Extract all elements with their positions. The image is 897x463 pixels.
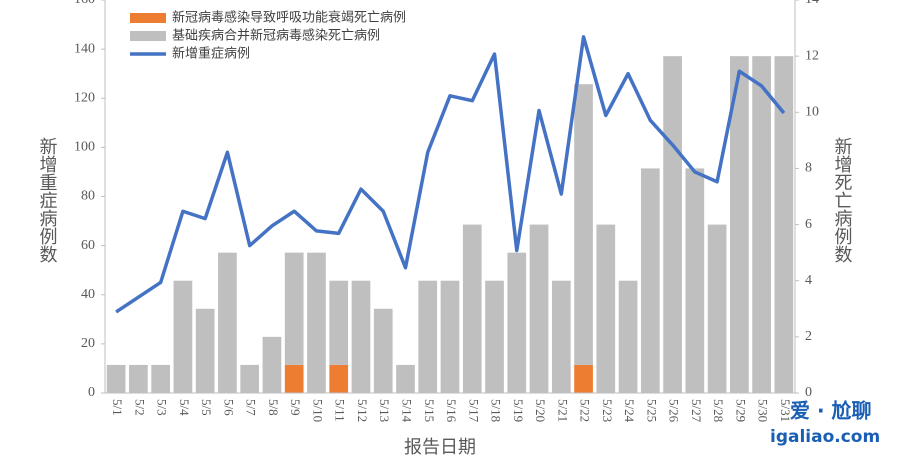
bar <box>396 364 415 393</box>
y2-tick-label: 12 <box>805 48 819 63</box>
bar <box>596 224 616 393</box>
x-tick-label: 5/13 <box>377 399 392 422</box>
x-tick-label: 5/18 <box>489 399 504 422</box>
x-tick-label: 5/19 <box>511 399 526 422</box>
x-tick-label: 5/3 <box>155 399 170 416</box>
x-tick-label: 5/1 <box>110 399 125 416</box>
bar <box>685 168 705 393</box>
bar <box>151 364 170 393</box>
x-tick-label: 5/12 <box>355 399 370 422</box>
x-tick-label: 5/29 <box>733 399 748 422</box>
bar <box>774 56 794 394</box>
legend-label: 基础疾病合并新冠病毒感染死亡病例 <box>172 28 380 44</box>
bar <box>262 336 282 393</box>
y2-axis-label: 新增死亡病例数 <box>832 137 853 263</box>
x-tick-label: 5/6 <box>221 399 236 416</box>
x-tick-label: 5/5 <box>199 399 214 416</box>
y2-tick-label: 6 <box>805 217 812 232</box>
x-tick-label: 5/17 <box>466 399 481 423</box>
bar <box>640 168 660 393</box>
bar <box>462 224 482 393</box>
bar <box>440 280 460 393</box>
legend-swatch <box>130 13 166 23</box>
y2-tick-label: 8 <box>805 161 812 176</box>
line <box>115 35 786 314</box>
x-tick-label: 5/14 <box>399 399 414 423</box>
x-tick-label: 5/25 <box>644 399 659 422</box>
y-tick-label: 20 <box>81 336 95 351</box>
bar <box>418 280 438 393</box>
y-axis-label: 新增重症病例数 <box>37 137 58 263</box>
bar <box>284 364 304 393</box>
y-tick-label: 80 <box>81 189 95 204</box>
y2-tick-label: 4 <box>805 273 812 288</box>
bar <box>373 308 393 393</box>
x-tick-label: 5/27 <box>689 399 704 423</box>
bar <box>240 364 260 393</box>
bar <box>730 56 749 394</box>
x-tick-label: 5/30 <box>756 399 771 422</box>
x-tick-label: 5/4 <box>177 399 192 416</box>
bar <box>106 364 126 393</box>
x-tick-label: 5/23 <box>600 399 615 422</box>
bar <box>329 280 349 365</box>
watermark: igaliao.com <box>770 427 880 447</box>
bar <box>618 280 638 393</box>
bar <box>551 280 571 393</box>
y2-tick-label: 10 <box>805 105 819 120</box>
y-tick-label: 100 <box>74 140 95 155</box>
bar <box>574 364 593 393</box>
legend-swatch <box>130 31 166 41</box>
x-tick-label: 5/7 <box>244 399 259 416</box>
bar <box>173 280 193 393</box>
y2-tick-label: 14 <box>805 0 819 7</box>
y2-tick-label: 0 <box>805 385 812 400</box>
x-tick-label: 5/9 <box>288 399 303 416</box>
bar <box>752 56 771 394</box>
bar <box>351 280 371 393</box>
bar <box>529 224 549 393</box>
y-tick-label: 40 <box>81 287 95 302</box>
x-tick-label: 5/21 <box>555 399 570 422</box>
bar <box>707 224 727 393</box>
bar <box>663 56 682 394</box>
bar <box>218 252 237 393</box>
y2-tick-label: 2 <box>805 329 812 344</box>
y-tick-label: 160 <box>74 0 95 7</box>
x-tick-label: 5/22 <box>578 399 593 422</box>
y-tick-label: 120 <box>74 90 95 105</box>
watermark: 爱 · 尬聊 <box>790 399 872 423</box>
x-tick-label: 5/11 <box>333 399 348 422</box>
bar <box>485 280 504 393</box>
x-tick-label: 5/20 <box>533 399 548 422</box>
y-tick-label: 60 <box>81 238 95 253</box>
x-tick-label: 5/10 <box>310 399 325 422</box>
x-tick-label: 5/2 <box>132 399 147 416</box>
bar <box>574 84 593 365</box>
bar <box>284 252 304 365</box>
x-tick-label: 5/26 <box>667 399 682 423</box>
bar <box>507 252 527 393</box>
x-tick-label: 5/8 <box>266 399 281 416</box>
x-tick-label: 5/24 <box>622 399 637 423</box>
x-tick-label: 5/16 <box>444 399 459 423</box>
x-tick-label: 5/31 <box>778 399 793 422</box>
x-tick-label: 5/28 <box>711 399 726 422</box>
y-tick-label: 0 <box>88 385 95 400</box>
legend-label: 新冠病毒感染导致呼吸功能衰竭死亡病例 <box>172 10 406 26</box>
bar <box>307 252 326 393</box>
x-tick-label: 5/15 <box>422 399 437 422</box>
legend-label: 新增重症病例 <box>172 46 250 62</box>
bar <box>195 308 215 393</box>
bar <box>129 364 148 393</box>
x-axis-label: 报告日期 <box>404 437 476 458</box>
bar <box>329 364 349 393</box>
y-tick-label: 140 <box>74 41 95 56</box>
